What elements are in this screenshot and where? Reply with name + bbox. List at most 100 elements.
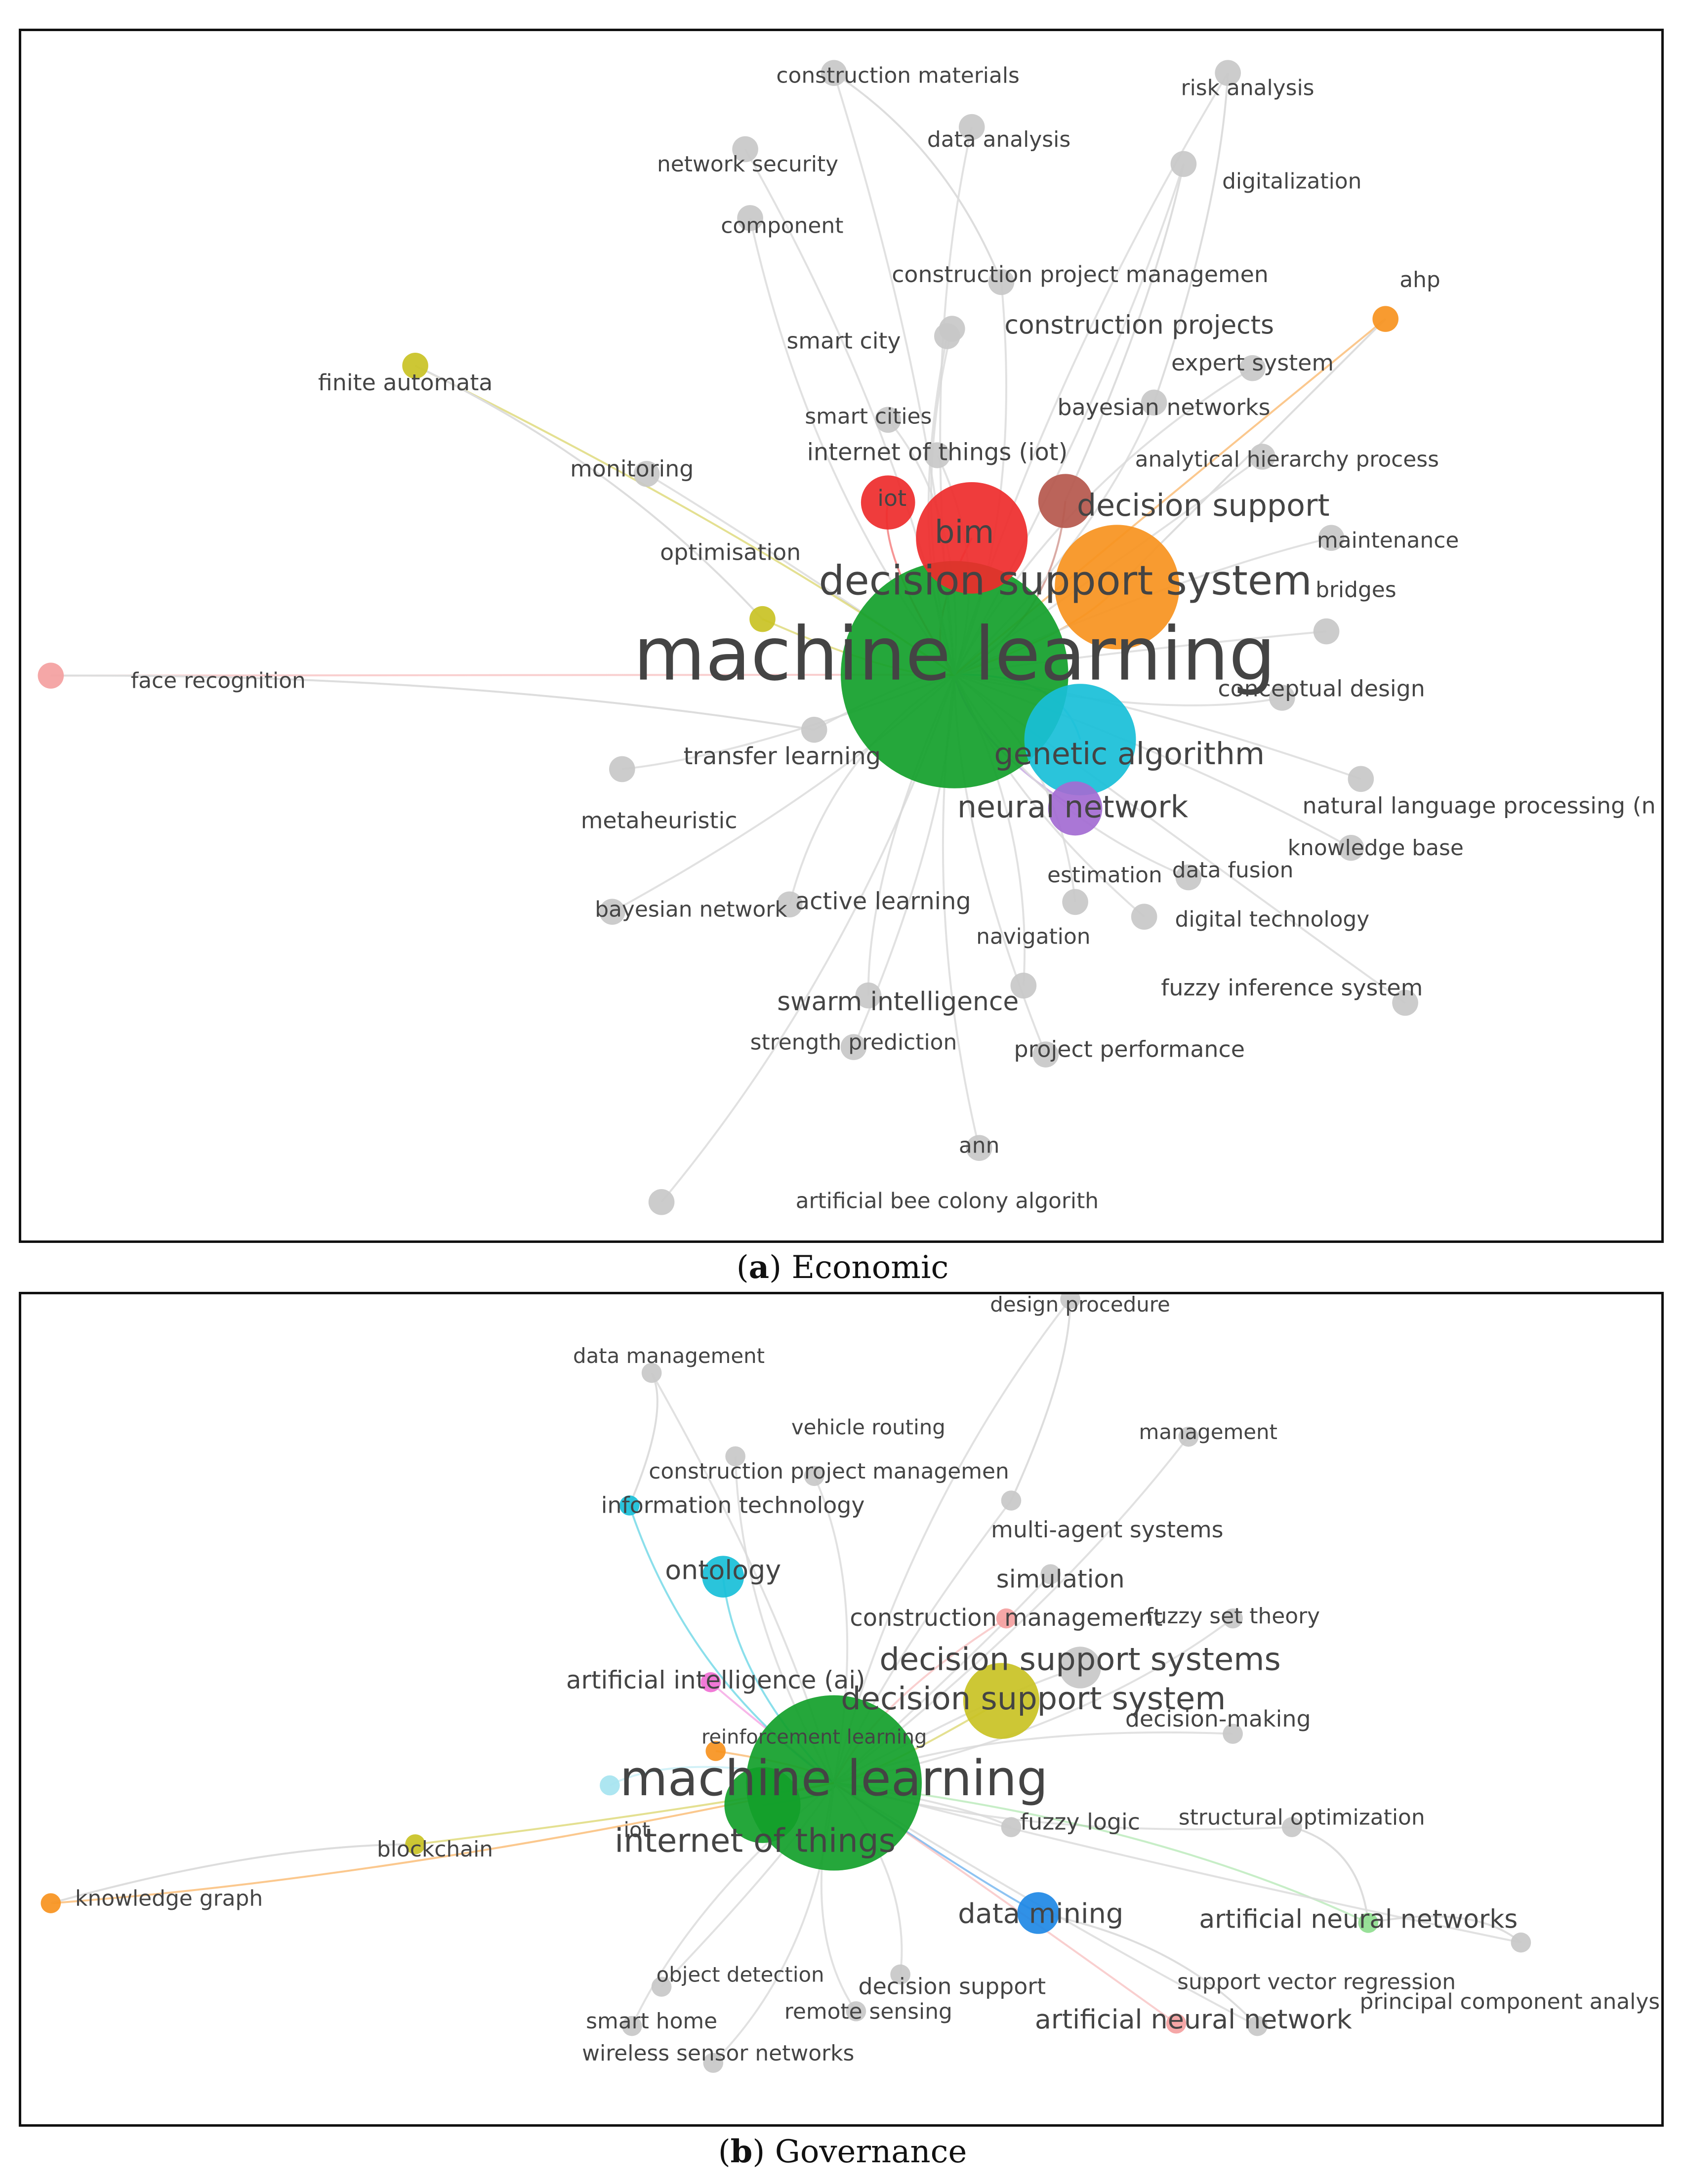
edge-anns-so	[1291, 1826, 1369, 1923]
node-bn1	[599, 899, 625, 925]
node-nav	[1010, 972, 1037, 999]
label-nav: navigation	[976, 924, 1091, 949]
node-it	[619, 1495, 640, 1516]
caption-economic: (a) Economic	[736, 1249, 949, 1286]
nodes-layer	[38, 60, 1418, 1215]
node-al	[776, 891, 803, 918]
node-ai	[700, 1672, 721, 1692]
node-mh	[609, 756, 635, 783]
label-wsn: wireless sensor networks	[582, 2041, 854, 2066]
label-dig: digitalization	[1222, 169, 1361, 194]
label-br: bridges	[1315, 577, 1397, 602]
node-abc	[648, 1189, 675, 1215]
label-es: expert system	[1171, 349, 1334, 376]
node-ml	[841, 561, 1069, 788]
label-ga: genetic algorithm	[994, 736, 1265, 772]
node-iot2	[600, 1775, 620, 1796]
edge-fa-opt	[414, 365, 763, 620]
node-ahp2	[1249, 444, 1275, 470]
label-pp: project performance	[1014, 1036, 1245, 1063]
node-dm	[1017, 1892, 1060, 1934]
node-rs	[846, 2001, 866, 2021]
node-nlp	[1348, 766, 1374, 792]
label-rl: reinforcement learning	[701, 1726, 927, 1749]
edge-dm-svr	[1038, 1912, 1258, 2027]
network-panel-economic: machine learning decision support system b…	[19, 29, 1664, 1243]
node-mgmt	[1178, 1427, 1199, 1447]
label-bn: bayesian networks	[1058, 394, 1271, 420]
label-so: structural optimization	[1179, 1805, 1425, 1830]
label-fa: finite automata	[318, 369, 493, 396]
caption-title: Governance	[775, 2134, 967, 2170]
label-dt: digital technology	[1175, 907, 1370, 932]
node-cm	[821, 60, 847, 86]
label-dm: data mining	[958, 1898, 1123, 1930]
edge-dig-ds	[1064, 164, 1185, 501]
node-dss	[963, 1663, 1040, 1739]
nodes-layer	[41, 1294, 1531, 2073]
node-scs	[875, 407, 902, 433]
node-es	[1239, 355, 1266, 381]
node-ds	[890, 1964, 910, 1985]
node-dt	[1131, 904, 1157, 930]
node-so	[1281, 1817, 1302, 1837]
node-ds	[1038, 474, 1093, 528]
node-maint	[1318, 525, 1345, 551]
label-anns: artificial neural networks	[1199, 1904, 1518, 1934]
node-kb	[1338, 834, 1364, 861]
label-ds: decision support	[859, 1973, 1046, 2000]
label-cpm: construction project managemen	[649, 1459, 1009, 1484]
label-dsss: decision support systems	[879, 1642, 1280, 1678]
label-mgmt: management	[1139, 1420, 1277, 1444]
node-df	[1175, 864, 1202, 891]
node-bn	[1141, 389, 1167, 416]
label-kg: knowledge graph	[75, 1886, 263, 1911]
label-tl: transfer learning	[684, 743, 881, 770]
label-ann: ann	[959, 1133, 999, 1158]
label-od: object detection	[657, 1963, 824, 1987]
node-cpm	[804, 1466, 824, 1486]
node-dp	[1060, 1294, 1080, 1310]
node-iot	[724, 1767, 801, 1843]
label-maint: maintenance	[1317, 528, 1459, 553]
node-ns	[732, 136, 758, 163]
label-cp: construction projects	[1004, 311, 1274, 340]
label-da: data analysis	[927, 127, 1070, 152]
node-onto	[702, 1556, 744, 1598]
label-ra: risk analysis	[1181, 75, 1315, 100]
label-vr: vehicle routing	[791, 1415, 945, 1439]
label-ai: artificial intelligence (ai)	[566, 1666, 865, 1694]
node-opt	[749, 606, 776, 632]
node-mon	[633, 461, 660, 487]
label-cd: conceptual design	[1218, 675, 1425, 702]
label-fl: fuzzy logic	[1020, 1809, 1140, 1835]
node-vr	[725, 1446, 745, 1467]
node-si	[855, 982, 882, 1009]
node-fr	[38, 662, 64, 689]
label-kb: knowledge base	[1288, 835, 1464, 861]
edge-kg	[50, 1782, 834, 1904]
edge-fr-tl	[50, 674, 815, 731]
label-dss: decision support system	[841, 1681, 1226, 1717]
node-est	[1062, 889, 1088, 915]
node-fis	[1392, 989, 1418, 1016]
label-nn: neural network	[957, 789, 1189, 825]
node-cd	[1269, 685, 1295, 711]
node-dsss	[1059, 1647, 1101, 1689]
node-ra	[1215, 60, 1241, 86]
node-cpm	[988, 269, 1015, 295]
node-sp	[840, 1034, 867, 1060]
label-pca: principal component analysis	[1360, 1989, 1661, 2014]
label-ahp: ahp	[1399, 267, 1440, 292]
label-rs: remote sensing	[784, 1999, 952, 2024]
node-ann	[966, 1135, 992, 1161]
label-dmg: data management	[573, 1344, 765, 1368]
edge-pca	[833, 1782, 1521, 1944]
node-anns	[1358, 1913, 1379, 1933]
label-df: data fusion	[1172, 858, 1294, 883]
node-comp	[737, 205, 763, 231]
network-panel-governance: machine learning internet of things decisi…	[19, 1292, 1664, 2127]
label-ml: machine learning	[620, 1750, 1048, 1807]
